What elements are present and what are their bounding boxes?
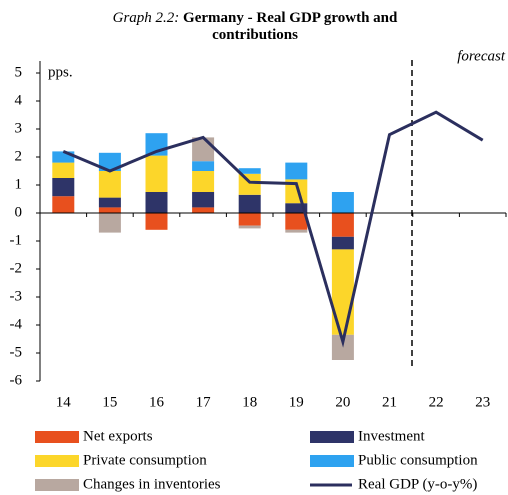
bar-segment [238, 173, 261, 195]
y-tick-label: 1 [15, 176, 23, 192]
legend-label: Public consumption [358, 452, 478, 468]
y-tick-label: 0 [15, 204, 23, 220]
bar-segment [192, 207, 215, 213]
title-block: Graph 2.2: Germany - Real GDP growth and… [90, 10, 420, 44]
legend-swatch [35, 479, 79, 491]
bar-segment [145, 192, 168, 213]
bar-segment [331, 334, 354, 360]
bar-segment [285, 162, 308, 180]
x-tick-label: 19 [289, 394, 304, 410]
legend-label: Changes in inventories [83, 476, 221, 492]
bar-segment [192, 192, 215, 208]
x-tick-label: 17 [196, 394, 212, 410]
legend-label: Investment [358, 428, 425, 444]
y-tick-label: 2 [15, 148, 23, 164]
bar-segment [331, 236, 354, 250]
x-tick-label: 16 [149, 394, 165, 410]
legend-swatch [35, 455, 79, 467]
bar-segment [331, 213, 354, 237]
y-axis-label: pps. [48, 64, 73, 80]
bar-segment [238, 194, 261, 213]
bar-segment [238, 213, 261, 226]
bar-segment [52, 196, 75, 213]
bar-segment [285, 229, 308, 233]
bar-segment [52, 162, 75, 178]
legend-swatch [310, 455, 354, 467]
bar-segment [145, 155, 168, 192]
y-tick-label: 4 [15, 92, 23, 108]
x-tick-label: 18 [242, 394, 257, 410]
bar-segment [98, 213, 121, 233]
bar-segment [192, 171, 215, 192]
y-tick-label: -3 [10, 288, 23, 304]
bar-segment [98, 197, 121, 208]
bar-segment [331, 192, 354, 213]
bar-segment [52, 151, 75, 163]
bar-segment [98, 152, 121, 171]
bar-segment [145, 213, 168, 230]
x-tick-label: 22 [429, 394, 444, 410]
bar-segment [98, 207, 121, 213]
x-tick-label: 14 [56, 394, 72, 410]
bar-segment [52, 178, 75, 197]
x-tick-label: 21 [382, 394, 397, 410]
bar-segment [331, 249, 354, 335]
bar-segment [285, 203, 308, 213]
bar-segment [238, 168, 261, 174]
y-tick-label: -6 [10, 372, 23, 388]
y-tick-label: -5 [10, 344, 23, 360]
gdp-line [62, 110, 484, 348]
x-tick-label: 20 [335, 394, 350, 410]
x-tick-label: 23 [475, 394, 490, 410]
chart-title: Germany - Real GDP growth and contributi… [183, 10, 398, 43]
title-label: Graph 2.2: [112, 10, 180, 26]
legend-label: Net exports [83, 428, 153, 444]
y-tick-label: -4 [10, 316, 23, 332]
legend-label: Private consumption [83, 452, 207, 468]
x-tick-label: 15 [102, 394, 117, 410]
y-tick-label: -2 [10, 260, 23, 276]
bar-segment [238, 225, 261, 229]
bar-segment [285, 213, 308, 230]
legend-label: Real GDP (y-o-y%) [358, 476, 477, 492]
y-tick-label: 5 [15, 64, 23, 80]
legend-swatch [310, 431, 354, 443]
annotation: forecast [457, 48, 506, 64]
y-tick-label: -1 [10, 232, 23, 248]
legend-swatch [35, 431, 79, 443]
bar-segment [98, 171, 121, 198]
y-tick-label: 3 [15, 120, 23, 136]
bar-segment [192, 161, 215, 171]
